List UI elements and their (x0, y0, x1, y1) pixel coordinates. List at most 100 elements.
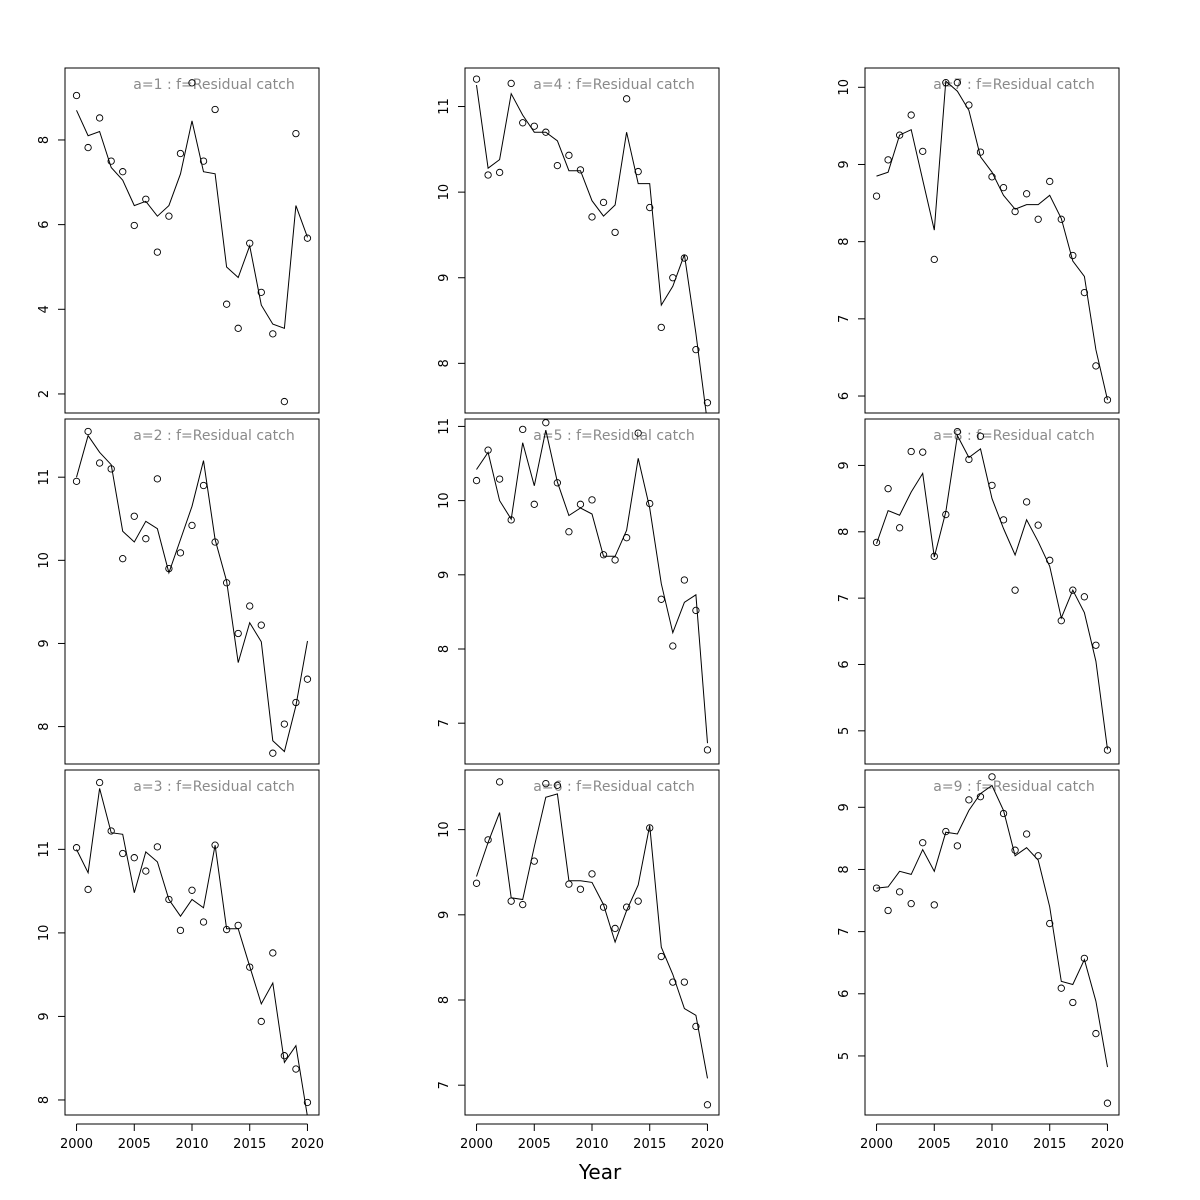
observed-point (188, 79, 196, 87)
observed-point (211, 841, 219, 849)
observed-point (930, 901, 938, 909)
observed-point (703, 746, 712, 754)
observed-point (176, 549, 185, 557)
observed-point (153, 843, 162, 851)
fitted-line (876, 80, 1108, 401)
y-tick-label: 6 (837, 392, 852, 400)
y-tick-label: 10 (837, 79, 852, 96)
fitted-line (476, 429, 708, 744)
fitted-line (476, 85, 707, 413)
panel-frame (64, 418, 320, 765)
observed-point (519, 900, 527, 909)
y-axis: 6 7 8 9 10 (837, 79, 865, 400)
observed-point (1046, 919, 1054, 928)
x-tick-label: 2010 (975, 1137, 1008, 1152)
observed-point (930, 552, 938, 560)
panel-title: a=8 : f=Residual catch (933, 428, 1094, 444)
observed-point (257, 1017, 265, 1026)
y-axis: 8 9 10 11 (37, 841, 65, 1104)
observed-point (246, 602, 254, 610)
observed-point (588, 496, 596, 504)
observed-point (176, 926, 185, 935)
y-tick-label: 9 (37, 1012, 52, 1020)
panel-title: a=3 : f=Residual catch (133, 779, 294, 795)
y-axis: 7 8 9 10 (437, 821, 465, 1089)
observed-point (680, 254, 689, 262)
panel-title: a=7 : f=Residual catch (933, 77, 1094, 93)
observed-point (222, 579, 231, 587)
observed-point (130, 221, 138, 230)
observed-point (246, 239, 254, 247)
observed-point (280, 1052, 289, 1060)
observed-point (107, 465, 115, 473)
observed-point (95, 114, 104, 122)
y-tick-label: 9 (437, 911, 452, 919)
observed-points (472, 778, 712, 1109)
y-tick-label: 4 (37, 305, 52, 313)
observed-point (1046, 177, 1054, 186)
observed-point (1103, 396, 1112, 404)
observed-points (872, 773, 1112, 1107)
observed-point (1069, 586, 1077, 594)
y-tick-label: 6 (37, 220, 52, 228)
observed-point (484, 171, 492, 179)
observed-point (222, 300, 231, 308)
observed-point (611, 228, 619, 237)
fitted-line (76, 434, 308, 753)
observed-points (72, 778, 312, 1107)
y-axis: 8 9 10 11 (437, 98, 465, 367)
observed-point (495, 475, 504, 483)
observed-point (646, 203, 654, 212)
panel-frame (864, 67, 1120, 414)
observed-point (692, 346, 700, 354)
y-tick-label: 2 (37, 390, 52, 398)
observed-point (599, 198, 608, 207)
observed-point (199, 481, 208, 490)
observed-point (1057, 617, 1065, 625)
panel-5: a=5 : f=Residual catch 7 8 9 10 11 (437, 418, 720, 765)
observed-point (119, 849, 127, 858)
observed-point (1103, 746, 1112, 754)
y-tick-label: 6 (837, 990, 852, 998)
x-axis-label: Year (578, 1160, 622, 1184)
observed-point (872, 884, 881, 892)
observed-point (199, 918, 208, 926)
observed-point (472, 879, 481, 887)
observed-point (292, 129, 300, 138)
observed-point (176, 149, 185, 158)
observed-point (507, 516, 515, 524)
x-tick-label: 2020 (291, 1137, 324, 1152)
observed-points (472, 75, 712, 407)
observed-point (495, 778, 504, 786)
observed-point (303, 234, 312, 242)
y-tick-label: 10 (437, 184, 452, 201)
y-tick-label: 11 (437, 98, 452, 115)
panel-frame (464, 67, 720, 414)
y-axis: 5 6 7 8 9 (837, 803, 865, 1060)
observed-point (565, 528, 573, 536)
observed-point (484, 836, 492, 844)
observed-point (292, 1065, 300, 1073)
observed-point (622, 534, 631, 542)
observed-point (530, 122, 538, 130)
observed-point (107, 157, 115, 165)
observed-point (1092, 641, 1100, 649)
observed-point (84, 885, 92, 894)
observed-point (495, 168, 504, 177)
observed-point (884, 485, 892, 493)
observed-point (269, 330, 277, 338)
y-tick-label: 8 (37, 136, 52, 144)
panel-title: a=9 : f=Residual catch (933, 779, 1094, 795)
y-tick-label: 5 (837, 1052, 852, 1060)
y-tick-label: 9 (37, 639, 52, 647)
observed-point (553, 161, 562, 170)
y-tick-label: 7 (437, 719, 452, 727)
observed-point (919, 147, 927, 156)
panel-frame (464, 418, 720, 765)
observed-point (942, 827, 950, 836)
observed-point (542, 128, 550, 136)
observed-point (507, 897, 515, 905)
x-axis: 2000 2005 2010 2015 2020 (460, 1123, 724, 1152)
